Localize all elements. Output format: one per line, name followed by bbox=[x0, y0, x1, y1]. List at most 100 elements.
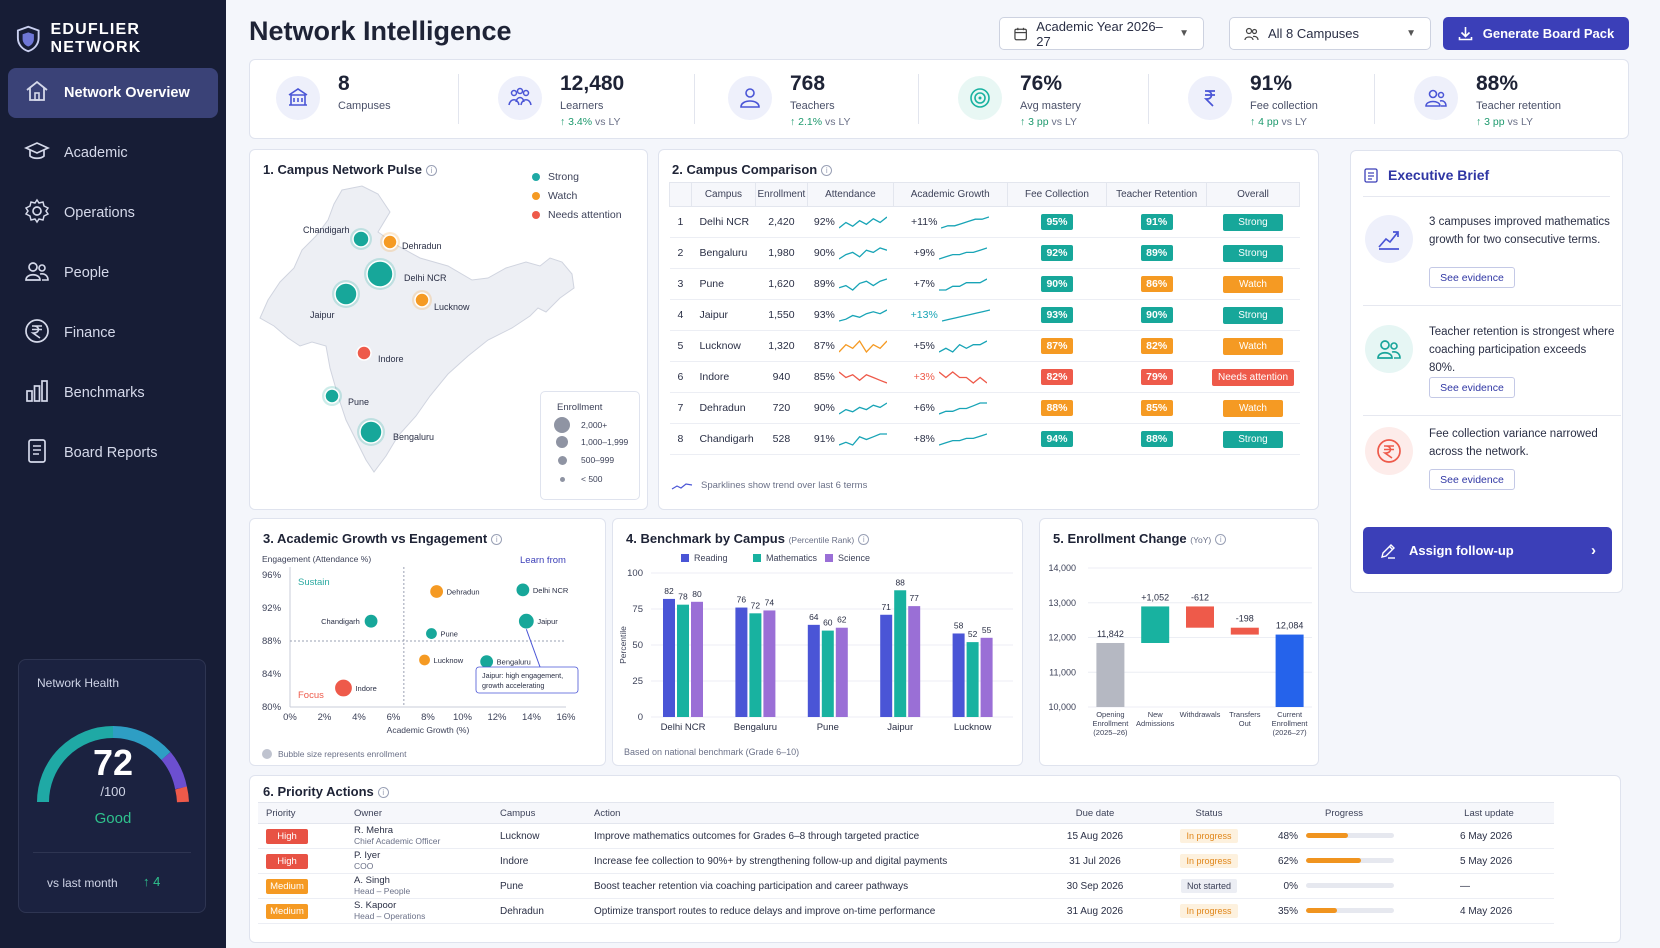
scatter-point[interactable] bbox=[517, 612, 535, 630]
legend-label: Strong bbox=[548, 171, 579, 183]
bar-value-label: 76 bbox=[737, 595, 747, 605]
table-row[interactable]: Medium S. Kapoor Head – Operations Dehradun… bbox=[258, 898, 1554, 924]
campus-marker[interactable] bbox=[356, 345, 372, 361]
status-cell: In progress bbox=[1154, 848, 1264, 874]
bar[interactable] bbox=[735, 607, 748, 717]
bar[interactable] bbox=[821, 630, 834, 717]
info-icon[interactable]: i bbox=[425, 165, 437, 176]
sidebar-item-academic[interactable]: Academic bbox=[8, 128, 218, 178]
table-row[interactable]: 6 Indore 940 85% +3% 82% 79% Needs attention bbox=[669, 361, 1300, 393]
table-row[interactable]: High R. Mehra Chief Academic Officer Luckno… bbox=[258, 823, 1554, 849]
see-evidence-button[interactable]: See evidence bbox=[1429, 469, 1515, 490]
sparkline bbox=[938, 247, 988, 260]
table-row[interactable]: Medium A. Singh Head – People Pune Boost tea… bbox=[258, 873, 1554, 899]
bar[interactable] bbox=[749, 613, 762, 717]
assign-follow-up-button[interactable]: Assign follow-up › bbox=[1363, 527, 1612, 574]
campus-marker[interactable] bbox=[352, 230, 370, 248]
campus-name: Delhi NCR bbox=[691, 206, 756, 238]
health-delta: ↑ 4 bbox=[143, 874, 161, 889]
health-compare-label: vs last month bbox=[47, 876, 118, 890]
campus-marker[interactable] bbox=[359, 420, 383, 444]
sidebar-item-network-overview[interactable]: Network Overview bbox=[8, 68, 218, 118]
bar[interactable] bbox=[763, 610, 776, 717]
sidebar-item-finance[interactable]: Finance bbox=[8, 308, 218, 358]
academic-year-select[interactable]: Academic Year 2026–27 ▼ bbox=[999, 17, 1204, 50]
kpi-value: 768 bbox=[790, 72, 826, 95]
info-icon[interactable]: i bbox=[1215, 534, 1227, 545]
bar[interactable] bbox=[980, 637, 993, 717]
graduation-cap-icon bbox=[23, 138, 51, 168]
table-row[interactable]: High P. Iyer COO Indore Increase fee collect… bbox=[258, 848, 1554, 874]
scatter-point[interactable] bbox=[333, 678, 354, 698]
campus-marker[interactable] bbox=[324, 388, 340, 404]
waterfall-bar[interactable] bbox=[1141, 606, 1170, 643]
campus-select[interactable]: All 8 Campuses ▼ bbox=[1229, 17, 1431, 50]
sidebar-item-people[interactable]: People bbox=[8, 248, 218, 298]
bar-chart-icon bbox=[24, 378, 50, 408]
kpi-delta-vs: vs LY bbox=[1507, 116, 1534, 128]
column-header: Owner bbox=[346, 802, 492, 824]
info-icon[interactable]: i bbox=[858, 534, 870, 545]
table-row[interactable]: 3 Pune 1,620 89% +7% 90% 86% Watch bbox=[669, 268, 1300, 300]
waterfall-bar[interactable] bbox=[1230, 627, 1259, 635]
row-number: 3 bbox=[669, 268, 692, 300]
table-row[interactable]: 2 Bengaluru 1,980 90% +9% 92% 89% Strong bbox=[669, 237, 1300, 269]
see-evidence-button[interactable]: See evidence bbox=[1429, 377, 1515, 398]
priority-badge: High bbox=[266, 828, 308, 844]
quadrant-label-sustain: Sustain bbox=[298, 577, 330, 588]
growth-value: +9% bbox=[913, 246, 935, 259]
table-row[interactable]: 4 Jaipur 1,550 93% +13% 93% 90% Strong bbox=[669, 299, 1300, 331]
point-label: Dehradun bbox=[447, 588, 480, 597]
table-row[interactable]: 8 Chandigarh 528 91% +8% 94% 88% Strong bbox=[669, 423, 1300, 455]
sidebar-item-board-reports[interactable]: Board Reports bbox=[8, 428, 218, 478]
table-row[interactable]: 1 Delhi NCR 2,420 92% +11% 95% 91% Strong bbox=[669, 206, 1300, 238]
scatter-point[interactable] bbox=[417, 653, 432, 667]
scatter-point[interactable] bbox=[429, 583, 445, 600]
campus-marker[interactable] bbox=[414, 292, 430, 308]
waterfall-bar[interactable] bbox=[1275, 634, 1304, 707]
campus-marker[interactable] bbox=[382, 234, 398, 250]
table-row[interactable]: 7 Dehradun 720 90% +6% 88% 85% Watch bbox=[669, 392, 1300, 424]
bar[interactable] bbox=[835, 627, 848, 717]
scatter-point[interactable] bbox=[479, 654, 495, 670]
attendance-value: 89% bbox=[813, 277, 835, 290]
table-row[interactable]: 5 Lucknow 1,320 87% +5% 87% 82% Watch bbox=[669, 330, 1300, 362]
bar[interactable] bbox=[894, 590, 907, 717]
bar[interactable] bbox=[952, 633, 965, 717]
bar[interactable] bbox=[663, 598, 675, 717]
campus-marker[interactable] bbox=[334, 282, 358, 306]
x-tick-label: (2025–26) bbox=[1093, 728, 1128, 737]
bar[interactable] bbox=[966, 642, 979, 717]
sidebar-item-operations[interactable]: Operations bbox=[8, 188, 218, 238]
waterfall-bar[interactable] bbox=[1096, 642, 1125, 707]
point-label: Indore bbox=[355, 684, 376, 693]
info-icon[interactable]: i bbox=[377, 787, 389, 798]
rupee-icon bbox=[24, 318, 50, 348]
x-tick-label: 4% bbox=[352, 712, 366, 723]
see-evidence-button[interactable]: See evidence bbox=[1429, 267, 1515, 288]
scatter-point[interactable] bbox=[363, 613, 379, 629]
status-badge: Watch bbox=[1223, 337, 1283, 355]
bar[interactable] bbox=[807, 624, 820, 717]
info-icon[interactable]: i bbox=[491, 534, 503, 545]
sidebar-item-benchmarks[interactable]: Benchmarks bbox=[8, 368, 218, 418]
campus-map-label: Delhi NCR bbox=[404, 273, 447, 283]
waterfall-bar[interactable] bbox=[1186, 606, 1214, 628]
comparison-title: 2. Campus Comparison i bbox=[672, 162, 833, 177]
attendance-cell: 89% bbox=[807, 268, 894, 300]
sidebar-item-label: Operations bbox=[64, 205, 135, 221]
generate-board-pack-button[interactable]: Generate Board Pack bbox=[1443, 17, 1629, 50]
bar[interactable] bbox=[691, 601, 703, 717]
bar[interactable] bbox=[908, 606, 921, 717]
bar[interactable] bbox=[880, 614, 893, 717]
legend-dot bbox=[532, 211, 540, 219]
scatter-point[interactable] bbox=[515, 582, 531, 598]
campus-marker[interactable] bbox=[366, 260, 394, 288]
bar-value-label: -612 bbox=[1191, 592, 1209, 602]
y-tick-label: 11,000 bbox=[1049, 667, 1076, 677]
info-icon[interactable]: i bbox=[821, 165, 833, 176]
bar[interactable] bbox=[677, 604, 689, 717]
legend-swatch bbox=[825, 554, 833, 562]
enrollment-waterfall-chart: 10,000 11,000 12,000 13,000 14,000 11,842 Open… bbox=[1048, 563, 1312, 737]
scatter-point[interactable] bbox=[424, 626, 439, 641]
